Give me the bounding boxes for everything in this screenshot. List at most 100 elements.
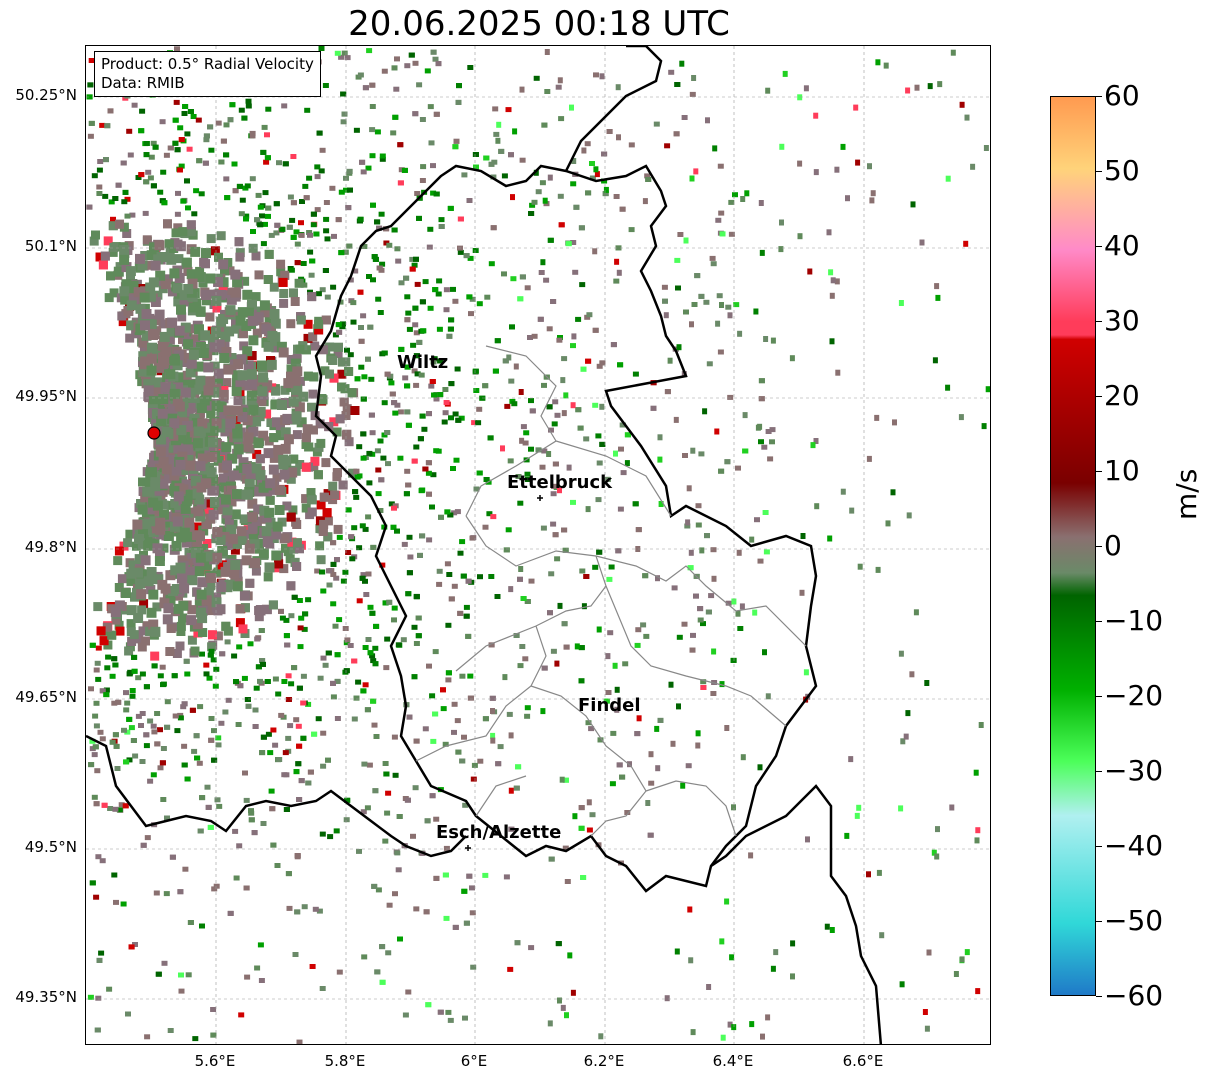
echo-cell <box>310 341 320 351</box>
echo-cell <box>560 1004 566 1011</box>
echo-cell <box>186 227 196 237</box>
echo-cell <box>813 169 819 176</box>
echo-cell <box>115 262 125 272</box>
echo-cell <box>146 607 157 618</box>
echo-cell <box>589 812 596 818</box>
echo-cell <box>295 460 305 469</box>
echo-cell <box>233 875 240 881</box>
echo-cell <box>150 260 161 271</box>
echo-cell <box>142 621 152 631</box>
echo-cell <box>280 443 291 454</box>
echo-cell <box>203 362 214 373</box>
echo-cell <box>222 709 229 715</box>
echo-cell <box>93 667 100 673</box>
echo-cell <box>289 217 296 223</box>
echo-cell <box>655 575 660 582</box>
echo-cell <box>157 340 168 351</box>
echo-cell <box>983 145 989 151</box>
echo-cell <box>265 495 275 505</box>
echo-cell <box>243 432 254 443</box>
echo-cell <box>209 342 220 353</box>
echo-cell <box>528 578 535 584</box>
echo-cell <box>162 614 173 625</box>
radar-map[interactable] <box>86 46 991 1045</box>
echo-cell <box>725 600 732 606</box>
echo-cell <box>231 324 241 334</box>
echo-cell <box>444 509 451 515</box>
echo-cell <box>742 412 748 419</box>
echo-cell <box>216 582 227 592</box>
echo-cell <box>275 691 282 697</box>
echo-cell <box>143 732 150 738</box>
echo-cell <box>192 522 202 532</box>
echo-cell <box>173 603 184 614</box>
echo-cell <box>309 258 316 264</box>
echo-cell <box>391 734 398 740</box>
echo-cell <box>161 200 168 206</box>
echo-cell <box>417 436 424 442</box>
echo-cell <box>296 315 306 325</box>
echo-cell <box>425 1002 432 1008</box>
echo-cell <box>141 519 152 530</box>
echo-cell <box>335 217 342 223</box>
echo-cell <box>173 382 184 393</box>
echo-cell <box>126 671 133 677</box>
echo-cell <box>360 169 367 175</box>
echo-cell <box>385 790 392 796</box>
echo-cell <box>296 685 303 691</box>
echo-cell <box>436 568 443 574</box>
echo-cell <box>579 282 586 288</box>
echo-cell <box>386 599 393 605</box>
echo-cell <box>180 322 191 333</box>
echo-cell <box>128 294 139 305</box>
echo-cell <box>603 698 610 704</box>
echo-cell <box>204 499 214 509</box>
echo-cell <box>655 765 661 772</box>
echo-cell <box>268 232 275 238</box>
echo-cell <box>145 374 156 385</box>
echo-cell <box>133 567 143 578</box>
echo-cell <box>375 887 382 893</box>
echo-cell <box>424 818 431 824</box>
echo-cell <box>234 237 244 247</box>
echo-cell <box>697 606 704 612</box>
velocity-colorbar <box>1050 96 1096 996</box>
echo-cell <box>240 603 250 613</box>
echo-cell <box>175 562 186 573</box>
echo-cell <box>210 246 220 256</box>
echo-cell <box>238 107 245 113</box>
echo-cell <box>402 1012 409 1018</box>
echo-cell <box>381 524 388 530</box>
echo-cell <box>284 642 291 648</box>
echo-cell <box>528 211 535 216</box>
echo-cell <box>292 562 302 571</box>
echo-cell <box>555 941 562 947</box>
echo-cell <box>213 567 223 577</box>
echo-cell <box>294 853 301 858</box>
echo-cell <box>135 713 142 719</box>
echo-cell <box>139 345 149 354</box>
echo-cell <box>122 803 129 809</box>
echo-cell <box>384 371 391 377</box>
echo-cell <box>243 797 250 803</box>
echo-cell <box>371 254 378 260</box>
echo-cell <box>292 538 302 548</box>
echo-cell <box>606 576 613 582</box>
echo-cell <box>178 163 185 169</box>
echo-cell <box>383 665 390 671</box>
echo-cell <box>160 382 171 393</box>
echo-cell <box>308 389 318 399</box>
echo-cell <box>192 619 203 630</box>
echo-cell <box>171 673 178 679</box>
echo-cell <box>135 303 146 314</box>
echo-cell <box>184 517 195 528</box>
echo-cell <box>314 207 321 213</box>
map-panel[interactable] <box>85 45 991 1045</box>
echo-cell <box>261 526 272 537</box>
echo-cell <box>477 758 484 764</box>
echo-cell <box>174 211 181 217</box>
echo-cell <box>377 438 384 444</box>
echo-cell <box>557 997 562 1004</box>
echo-cell <box>704 533 710 539</box>
echo-cell <box>429 793 436 799</box>
